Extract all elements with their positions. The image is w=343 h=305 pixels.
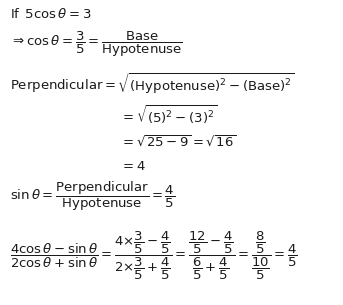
Text: $\dfrac{4\cos\theta - \sin\theta}{2\cos\theta + \sin\theta} = \dfrac{4{\times}\d: $\dfrac{4\cos\theta - \sin\theta}{2\cos\… xyxy=(10,230,298,282)
Text: $\sin\theta = \dfrac{\mathrm{Perpendicular}}{\mathrm{Hypotenuse}} = \dfrac{4}{5}: $\sin\theta = \dfrac{\mathrm{Perpendicul… xyxy=(10,180,176,213)
Text: $\mathrm{Perpendicular} = \sqrt{(\mathrm{Hypotenuse})^2 - (\mathrm{Base})^2}$: $\mathrm{Perpendicular} = \sqrt{(\mathrm… xyxy=(10,72,295,96)
Text: $= \sqrt{(5)^2 - (3)^2}$: $= \sqrt{(5)^2 - (3)^2}$ xyxy=(120,103,217,125)
Text: $\Rightarrow \cos\theta = \dfrac{3}{5} = \dfrac{\mathrm{Base}}{\mathrm{Hypotenus: $\Rightarrow \cos\theta = \dfrac{3}{5} =… xyxy=(10,30,183,59)
Text: $= \sqrt{25 - 9} = \sqrt{16}$: $= \sqrt{25 - 9} = \sqrt{16}$ xyxy=(120,134,236,149)
Text: $= 4$: $= 4$ xyxy=(120,160,146,173)
Text: If $\,5\cos\theta = 3$: If $\,5\cos\theta = 3$ xyxy=(10,7,92,21)
